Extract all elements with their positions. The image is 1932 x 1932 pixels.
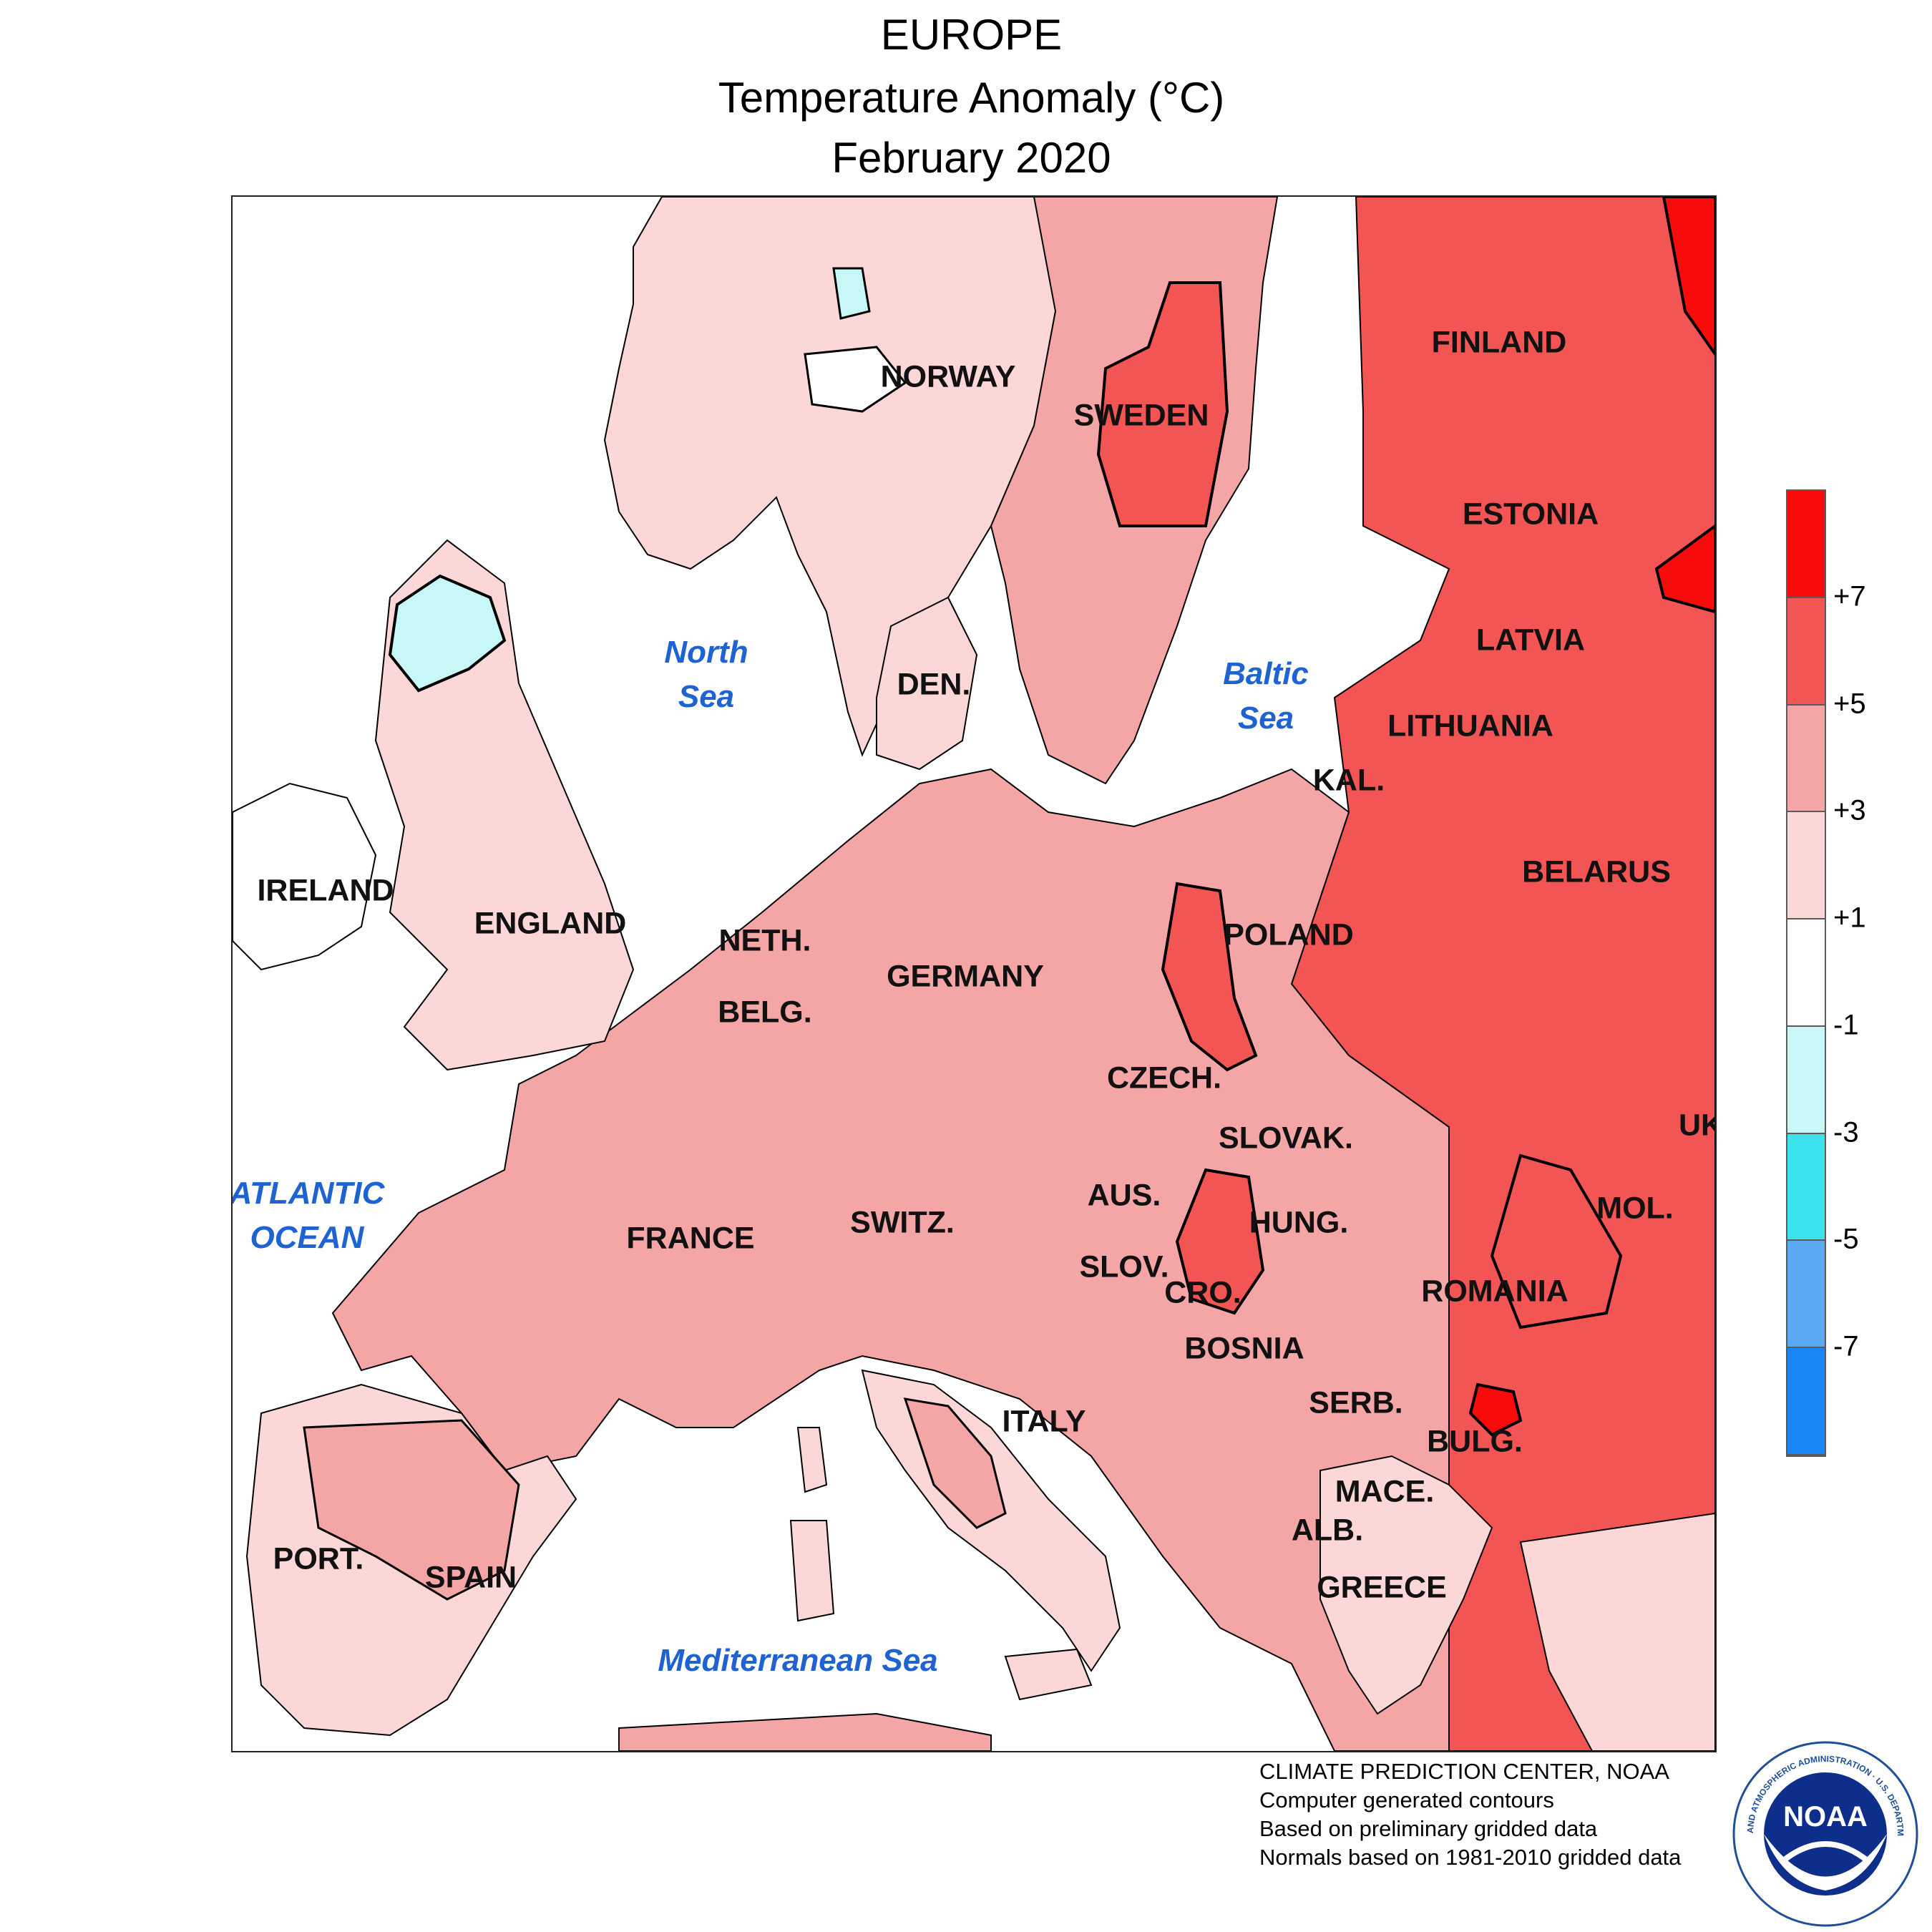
- country-label-belarus: BELARUS: [1522, 854, 1671, 889]
- sea-label-baltic-sea: Baltic Sea: [1223, 656, 1309, 736]
- country-label-slovakia: SLOVAK.: [1219, 1121, 1353, 1156]
- anomaly-map-shapes: [233, 197, 1715, 1751]
- anomaly-italy-3-5: [903, 1397, 1007, 1529]
- anomaly-norway-m1: [832, 267, 871, 320]
- land-turkey: [1519, 1512, 1715, 1751]
- country-label-moldova: MOL.: [1596, 1191, 1674, 1226]
- anomaly-map: FINLAND NORWAY SWEDEN ESTONIA LATVIA DEN…: [231, 195, 1717, 1752]
- map-metric-title: Temperature Anomaly (°C): [718, 74, 1225, 122]
- country-label-estonia: ESTONIA: [1462, 497, 1599, 532]
- land-greece: [1319, 1455, 1493, 1715]
- country-label-ireland: IRELAND: [257, 873, 394, 908]
- land-sardinia: [789, 1520, 835, 1622]
- country-label-romania: ROMANIA: [1421, 1274, 1568, 1309]
- country-label-czechia: CZECH.: [1106, 1060, 1222, 1096]
- anomaly-spain-3-5: [303, 1419, 520, 1601]
- country-label-finland: FINLAND: [1431, 325, 1567, 360]
- country-label-sweden: SWEDEN: [1073, 398, 1209, 433]
- country-label-switzerland: SWITZ.: [850, 1205, 955, 1240]
- legend-band: [1787, 1241, 1825, 1349]
- legend-tick-label: +3: [1833, 794, 1866, 826]
- legend-band: [1787, 1348, 1825, 1455]
- country-label-serbia: SERB.: [1309, 1385, 1403, 1420]
- country-label-austria: AUS.: [1087, 1178, 1161, 1213]
- legend-band: [1787, 597, 1825, 706]
- legend-band: [1787, 491, 1825, 598]
- country-label-germany: GERMANY: [887, 959, 1044, 994]
- sea-label-mediterranean-sea: Mediterranean Sea: [658, 1643, 938, 1678]
- credit-line-normals: Normals based on 1981-2010 gridded data: [1259, 1845, 1682, 1870]
- anomaly-romania-5-7: [1490, 1153, 1623, 1330]
- country-label-bosnia: BOSNIA: [1184, 1331, 1304, 1366]
- map-period-title: February 2020: [831, 134, 1111, 182]
- country-label-portugal: PORT.: [273, 1541, 364, 1576]
- country-label-hungary: HUNG.: [1249, 1205, 1349, 1240]
- legend-band: [1787, 812, 1825, 920]
- country-label-albania: ALB.: [1291, 1513, 1364, 1548]
- country-label-greece: GREECE: [1317, 1570, 1447, 1605]
- anomaly-east-gt7-2: [1654, 524, 1715, 614]
- country-label-france: FRANCE: [626, 1221, 755, 1256]
- land-continent: [331, 768, 1450, 1751]
- land-north-africa: [618, 1712, 992, 1751]
- anomaly-poland-5-7: [1161, 882, 1258, 1072]
- legend-tick-label: +7: [1833, 580, 1866, 613]
- land-denmark: [876, 596, 978, 771]
- anomaly-east-gt7: [1662, 197, 1715, 357]
- legend-band: [1787, 705, 1825, 813]
- country-label-spain: SPAIN: [424, 1560, 517, 1595]
- anomaly-hungary-5-7: [1175, 1168, 1265, 1315]
- country-label-italy: ITALY: [1002, 1404, 1086, 1439]
- credit-line-data: Based on preliminary gridded data: [1259, 1816, 1598, 1841]
- anomaly-bulgaria-gt7: [1468, 1382, 1523, 1437]
- sea-label-atlantic-ocean: ATLANTIC OCEAN: [231, 1176, 385, 1255]
- legend-tick-label: -1: [1833, 1009, 1859, 1041]
- country-label-denmark: DEN.: [897, 667, 971, 702]
- anomaly-norway-1-3-white: [804, 346, 907, 413]
- country-label-belgium: BELG.: [718, 995, 812, 1030]
- land-sicily: [1004, 1648, 1093, 1701]
- legend-tick-label: +5: [1833, 688, 1866, 720]
- legend-band: [1787, 1133, 1825, 1241]
- legend-tick-label: -3: [1833, 1116, 1859, 1148]
- country-label-netherlands: NETH.: [718, 923, 811, 958]
- anomaly-color-legend: [1786, 489, 1826, 1457]
- sea-label-north-sea: North Sea: [664, 635, 748, 714]
- country-label-kaliningrad: KAL.: [1312, 763, 1385, 798]
- country-label-latvia: LATVIA: [1475, 623, 1586, 658]
- country-label-bulgaria: BULG.: [1427, 1424, 1523, 1459]
- legend-band: [1787, 1026, 1825, 1134]
- anomaly-scotland-m1-m3: [388, 574, 507, 693]
- land-ireland: [233, 782, 377, 971]
- credit-line-method: Computer generated contours: [1259, 1787, 1554, 1813]
- credit-line-agency: CLIMATE PREDICTION CENTER, NOAA: [1259, 1759, 1669, 1784]
- legend-tick-label: -7: [1833, 1330, 1859, 1362]
- country-label-slovenia: SLOV.: [1079, 1249, 1169, 1284]
- credits-block: CLIMATE PREDICTION CENTER, NOAA Computer…: [1259, 1757, 1681, 1872]
- map-region-title: EUROPE: [880, 11, 1063, 59]
- anomaly-sweden-5-7: [1096, 281, 1229, 527]
- country-label-ukraine: UK: [1678, 1108, 1715, 1143]
- country-label-lithuania: LITHUANIA: [1387, 708, 1553, 743]
- noaa-logo-icon: NATIONAL OCEANIC AND ATMOSPHERIC ADMINIS…: [1732, 1740, 1918, 1927]
- country-label-poland: POLAND: [1224, 917, 1354, 952]
- logo-mark-text: NOAA: [1783, 1801, 1868, 1833]
- country-label-macedonia: MACE.: [1335, 1474, 1435, 1509]
- land-corsica: [796, 1427, 828, 1493]
- country-label-england: ENGLAND: [474, 906, 627, 941]
- legend-tick-label: -5: [1833, 1223, 1859, 1255]
- country-label-croatia: CRO.: [1164, 1275, 1241, 1310]
- legend-band: [1787, 919, 1825, 1027]
- legend-tick-label: +1: [1833, 902, 1866, 934]
- country-label-norway: NORWAY: [880, 359, 1016, 394]
